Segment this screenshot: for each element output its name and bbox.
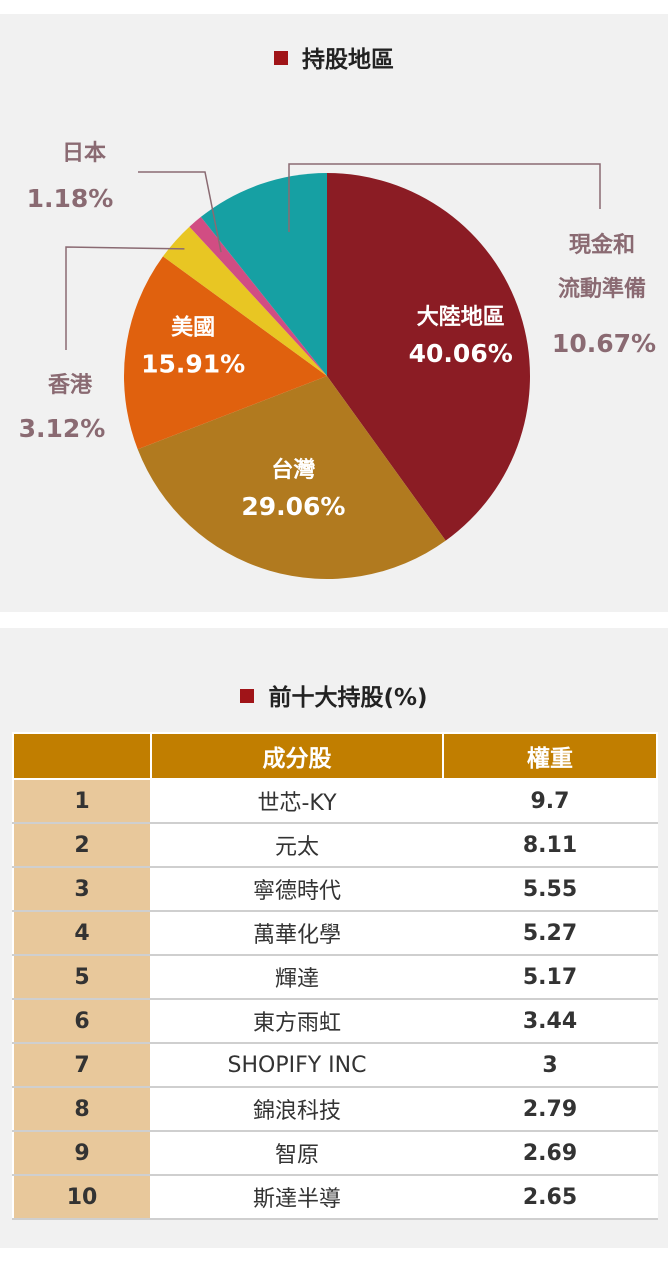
pie-title-text: 持股地區 [302,47,394,73]
pie-label: 美國 [171,314,215,340]
leader-line [138,171,222,253]
table-row: 10 斯達半導 2.65 [12,1174,658,1220]
weight-cell: 5.55 [442,866,658,912]
header-rank [12,732,152,780]
pie-slice [137,376,446,579]
title-square-icon [240,689,255,703]
table-header-row: 成分股 權重 [12,732,658,780]
constituent-cell: 智原 [150,1130,444,1176]
pie-label: 10.67% [552,329,656,358]
region-pie-panel: 持股地區 大陸地區 40.06% 台灣 29.06% 美國 15.91% 香港 3.12% 日本… [0,14,668,612]
table-title-text: 前十大持股(%) [268,685,428,711]
pie-label: 29.06% [241,492,345,521]
weight-cell: 2.65 [442,1174,658,1220]
table-row: 7 SHOPIFY INC 3 [12,1042,658,1088]
rank-cell: 1 [12,778,152,824]
leader-line [65,246,185,350]
rank-cell: 2 [12,822,152,868]
constituent-cell: 輝達 [150,954,444,1000]
table-row: 4 萬華化學 5.27 [12,910,658,956]
rank-cell: 6 [12,998,152,1044]
pie-slice [162,226,327,376]
rank-cell: 8 [12,1086,152,1132]
pie-label: 40.06% [409,339,513,368]
weight-cell: 3.44 [442,998,658,1044]
pie-label: 香港 [48,373,93,398]
weight-cell: 2.79 [442,1086,658,1132]
title-square-icon [274,51,288,65]
pie-section-title: 持股地區 [0,40,668,74]
constituent-cell: 錦浪科技 [150,1086,444,1132]
pie-label: 3.12% [19,414,106,443]
header-weight: 權重 [442,732,658,780]
table-row: 5 輝達 5.17 [12,954,658,1000]
top-holdings-panel: 前十大持股(%) 成分股 權重 1 世芯-KY 9.7 2 元太 8.11 3 寧德時代 5.5… [0,628,668,1248]
pie-label: 大陸地區 [417,304,505,330]
pie-label: 1.18% [27,184,114,213]
rank-cell: 4 [12,910,152,956]
header-constituent: 成分股 [150,732,444,780]
rank-cell: 7 [12,1042,152,1088]
table-section-title: 前十大持股(%) [0,678,668,712]
pie-label: 現金和 [569,232,635,258]
weight-cell: 5.27 [442,910,658,956]
pie-label: 15.91% [141,349,245,378]
weight-cell: 3 [442,1042,658,1088]
rank-cell: 3 [12,866,152,912]
weight-cell: 8.11 [442,822,658,868]
leader-line [288,163,601,232]
table-row: 8 錦浪科技 2.79 [12,1086,658,1132]
pie-slice [124,256,327,450]
weight-cell: 2.69 [442,1130,658,1176]
constituent-cell: 元太 [150,822,444,868]
pie-slice [189,216,327,376]
holdings-table: 成分股 權重 1 世芯-KY 9.7 2 元太 8.11 3 寧德時代 5.55 4 萬華化學 5.2… [12,732,658,1220]
rank-cell: 9 [12,1130,152,1176]
constituent-cell: 斯達半導 [150,1174,444,1220]
table-row: 6 東方雨虹 3.44 [12,998,658,1044]
table-row: 3 寧德時代 5.55 [12,866,658,912]
constituent-cell: 萬華化學 [150,910,444,956]
table-row: 1 世芯-KY 9.7 [12,778,658,824]
weight-cell: 9.7 [442,778,658,824]
rank-cell: 5 [12,954,152,1000]
pie-slice [200,173,327,376]
constituent-cell: SHOPIFY INC [150,1042,444,1088]
constituent-cell: 寧德時代 [150,866,444,912]
table-row: 9 智原 2.69 [12,1130,658,1176]
pie-label: 日本 [62,141,106,166]
constituent-cell: 世芯-KY [150,778,444,824]
rank-cell: 10 [12,1174,152,1220]
weight-cell: 5.17 [442,954,658,1000]
holdings-table-body: 1 世芯-KY 9.7 2 元太 8.11 3 寧德時代 5.55 4 萬華化學 5.27 5 輝達 5.1… [12,778,658,1220]
pie-label: 流動準備 [558,276,646,302]
table-row: 2 元太 8.11 [12,822,658,868]
constituent-cell: 東方雨虹 [150,998,444,1044]
pie-label: 台灣 [271,457,315,483]
pie-slice [327,173,530,541]
region-pie-chart: 大陸地區 40.06% 台灣 29.06% 美國 15.91% 香港 3.12% 日本 1.18%… [19,141,656,579]
